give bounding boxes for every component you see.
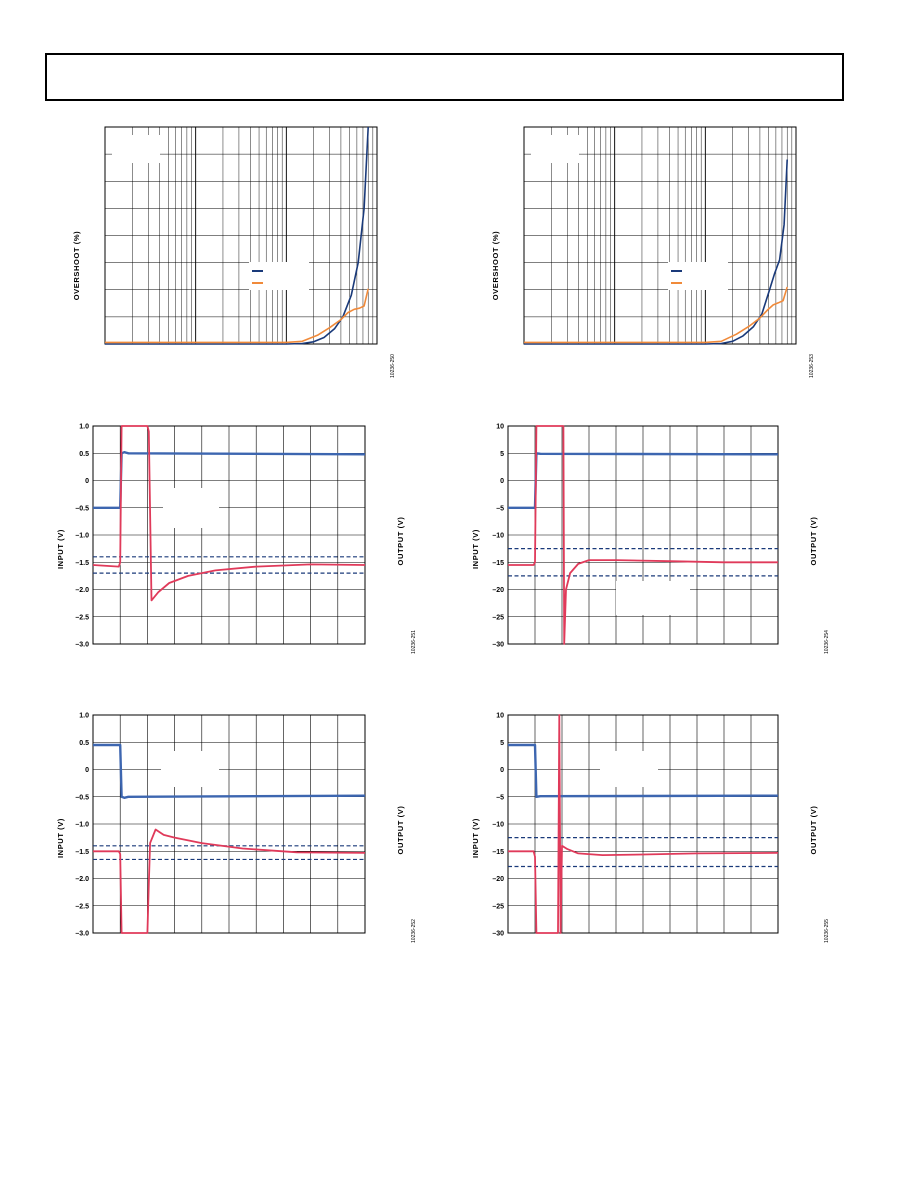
y-tick-label: –20 <box>492 587 504 594</box>
input-trace <box>93 743 366 799</box>
y-axis-label: INPUT (V) <box>471 529 480 569</box>
series-line-orange <box>105 288 369 344</box>
input-trace <box>93 451 366 509</box>
y-tick-label: –2.5 <box>75 614 89 621</box>
annotation-box <box>531 135 579 163</box>
figure-id: 10236-253 <box>809 354 815 378</box>
figure-id: 10236-252 <box>411 919 417 943</box>
y-tick-label: 0.5 <box>79 740 89 747</box>
y-tick-label: –5 <box>496 794 504 801</box>
y-tick-label: –20 <box>492 876 504 883</box>
y-tick-label: –1.0 <box>75 822 89 829</box>
y-tick-label: –1.5 <box>75 849 89 856</box>
series-line-orange <box>524 286 788 344</box>
input-trace <box>508 743 779 798</box>
y-tick-label: 0 <box>500 767 504 774</box>
y-tick-label: –2.0 <box>75 876 89 883</box>
annotation-box <box>112 135 160 163</box>
y-tick-label: –3.0 <box>75 642 89 649</box>
y-tick-label: –0.5 <box>75 794 89 801</box>
step-response-chart-4: 10 5 0 –5 –10 –15 –20 –25 –30 INPUT (V) OUTPUT (V)… <box>471 713 830 943</box>
output-trace <box>92 425 366 602</box>
y-tick-label: 10 <box>496 424 504 431</box>
y-axis-label: OVERSHOOT (%) <box>72 231 81 300</box>
step-response-chart-2: 10 5 0 –5 –10 –15 –20 –25 –30 INPUT (V) OUTPUT (V)… <box>471 424 830 654</box>
figure-id: 10236-251 <box>411 630 417 654</box>
y-tick-label: –30 <box>492 642 504 649</box>
step-response-chart-3: 1.0 0.5 0 –0.5 –1.0 –1.5 –2.0 –2.5 –3.0 INPUT (V)… <box>56 713 417 943</box>
y-tick-label: –2.0 <box>75 587 89 594</box>
overshoot-chart-left: OVERSHOOT (%) 10236-250 <box>72 126 396 378</box>
y-tick-label: 5 <box>500 451 504 458</box>
y-tick-label: 1.0 <box>79 424 89 431</box>
y-tick-label: –10 <box>492 533 504 540</box>
figure-id: 10236-255 <box>824 919 830 943</box>
y-axis-label: INPUT (V) <box>56 818 65 858</box>
y-tick-label: –3.0 <box>75 931 89 938</box>
y-tick-label: 0 <box>85 478 89 485</box>
y-tick-label: 0.5 <box>79 451 89 458</box>
legend-box <box>249 262 309 290</box>
y2-axis-label: OUTPUT (V) <box>809 517 818 566</box>
y-axis-label: INPUT (V) <box>56 529 65 569</box>
legend-box <box>668 262 728 290</box>
figure-id: 10236-250 <box>390 354 396 378</box>
y-tick-label: –15 <box>492 849 504 856</box>
y-tick-label: –25 <box>492 903 504 910</box>
output-trace <box>508 425 778 645</box>
figure-id: 10236-254 <box>824 630 830 654</box>
y-tick-label: –25 <box>492 614 504 621</box>
y-axis-label: OVERSHOOT (%) <box>491 231 500 300</box>
y-tick-label: –30 <box>492 931 504 938</box>
annotation-box <box>616 581 690 615</box>
annotation-box <box>600 751 658 787</box>
output-trace <box>508 714 779 934</box>
y-tick-label: –2.5 <box>75 903 89 910</box>
annotation-box <box>163 488 219 528</box>
y-tick-label: –0.5 <box>75 505 89 512</box>
y-tick-label: 1.0 <box>79 713 89 720</box>
step-response-chart-1: 1.0 0.5 0 –0.5 –1.0 –1.5 –2.0 –2.5 –3.0 INPUT (V)… <box>56 424 417 654</box>
y-tick-label: 0 <box>500 478 504 485</box>
y-tick-label: 10 <box>496 713 504 720</box>
series-line-navy <box>105 126 369 345</box>
y-tick-label: –15 <box>492 560 504 567</box>
y-tick-label: 5 <box>500 740 504 747</box>
overshoot-chart-right: OVERSHOOT (%) 10236-253 <box>491 126 815 378</box>
y-tick-label: 0 <box>85 767 89 774</box>
annotation-box <box>161 751 219 787</box>
y-tick-label: –1.5 <box>75 560 89 567</box>
y2-axis-label: OUTPUT (V) <box>396 806 405 855</box>
y-tick-label: –10 <box>492 822 504 829</box>
y2-axis-label: OUTPUT (V) <box>396 517 405 566</box>
page-header-box <box>45 53 844 101</box>
output-trace <box>93 828 366 934</box>
y-axis-label: INPUT (V) <box>471 818 480 858</box>
y-tick-label: –1.0 <box>75 533 89 540</box>
y-tick-label: –5 <box>496 505 504 512</box>
y2-axis-label: OUTPUT (V) <box>809 806 818 855</box>
